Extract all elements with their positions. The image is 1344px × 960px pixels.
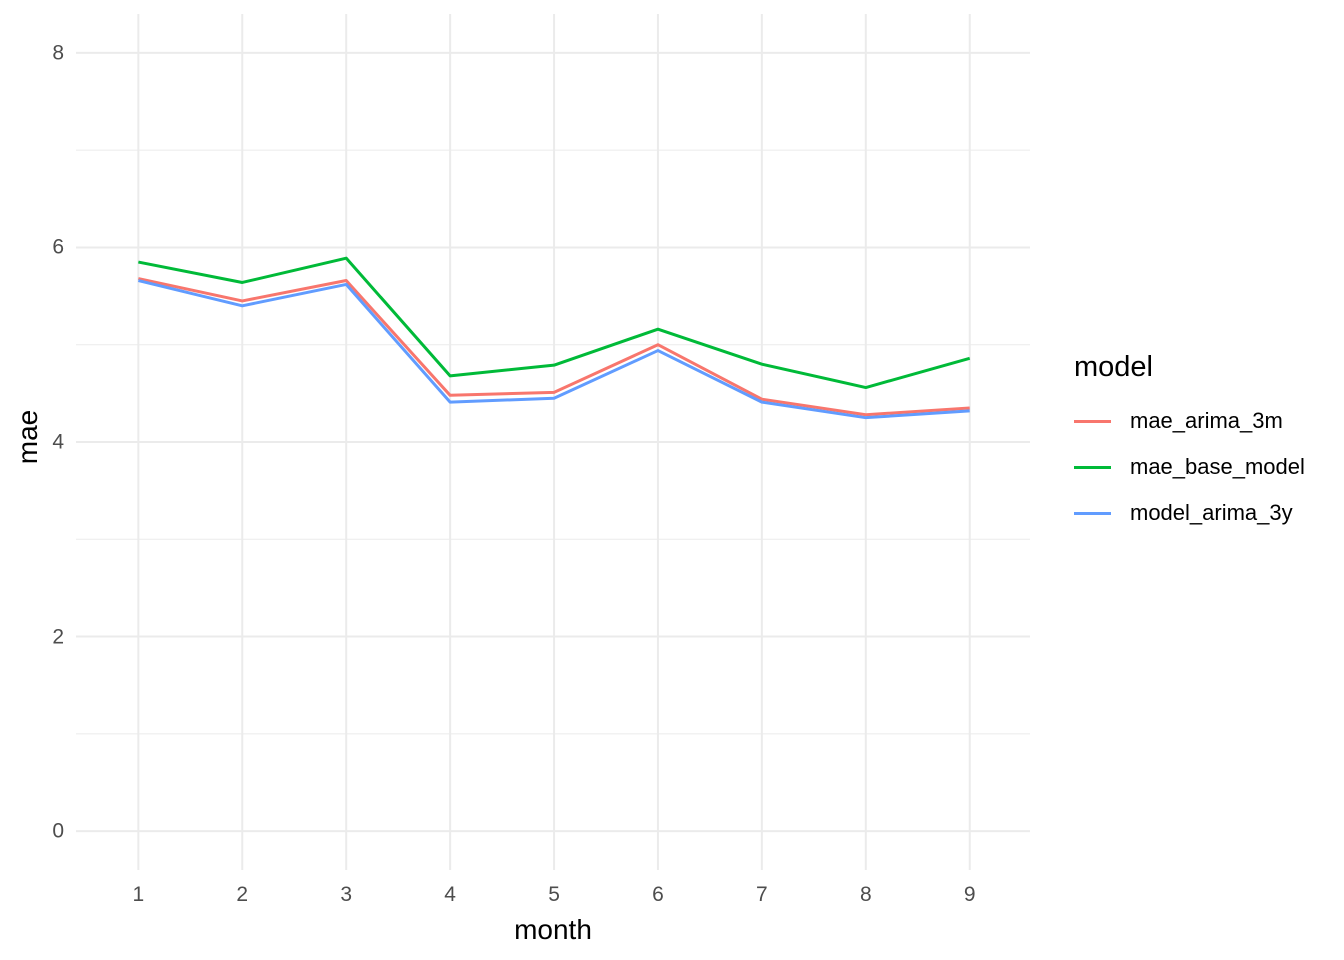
legend-item-label: mae_arima_3m: [1130, 408, 1283, 433]
legend-item: mae_arima_3m: [1074, 398, 1305, 444]
gridlines-minor: [76, 149, 1030, 735]
legend-item-label: model_arima_3y: [1130, 500, 1293, 525]
series-line-mae_arima_3m: [138, 277, 970, 417]
legend-item-label: mae_base_model: [1130, 454, 1305, 479]
y-axis-title: mae: [12, 409, 43, 465]
x-tick-label: 2: [236, 883, 249, 906]
series-line-mae_base_model: [138, 256, 971, 390]
legend-key-line-icon: [1074, 448, 1111, 486]
y-tick-label: 2: [52, 625, 64, 649]
x-tick-label: 8: [859, 883, 872, 906]
legend-key-line-icon: [1074, 402, 1111, 440]
x-tick-label: 6: [652, 883, 664, 906]
x-tick-label: 7: [756, 883, 768, 906]
x-tick-label: 9: [963, 883, 976, 906]
x-tick-label: 3: [340, 883, 353, 906]
legend-title: model: [1074, 351, 1153, 383]
x-axis-title: month: [514, 914, 592, 945]
y-tick-label: 6: [52, 235, 64, 259]
y-tick-label: 8: [52, 41, 64, 65]
x-tick-label: 5: [548, 883, 560, 906]
legend-item: mae_base_model: [1074, 444, 1305, 490]
legend-item: model_arima_3y: [1074, 490, 1305, 536]
gridlines-major: [76, 14, 1030, 870]
x-tick-label: 4: [444, 883, 456, 906]
legend: model mae_arima_3m mae_base_model model_…: [1074, 350, 1305, 536]
series-line-model_arima_3y: [137, 279, 970, 420]
y-tick-label: 0: [52, 819, 64, 843]
data-series-lines: [137, 256, 971, 420]
legend-key-line-icon: [1074, 494, 1111, 532]
x-tick-label: 1: [132, 883, 145, 906]
y-tick-label: 4: [52, 430, 64, 454]
